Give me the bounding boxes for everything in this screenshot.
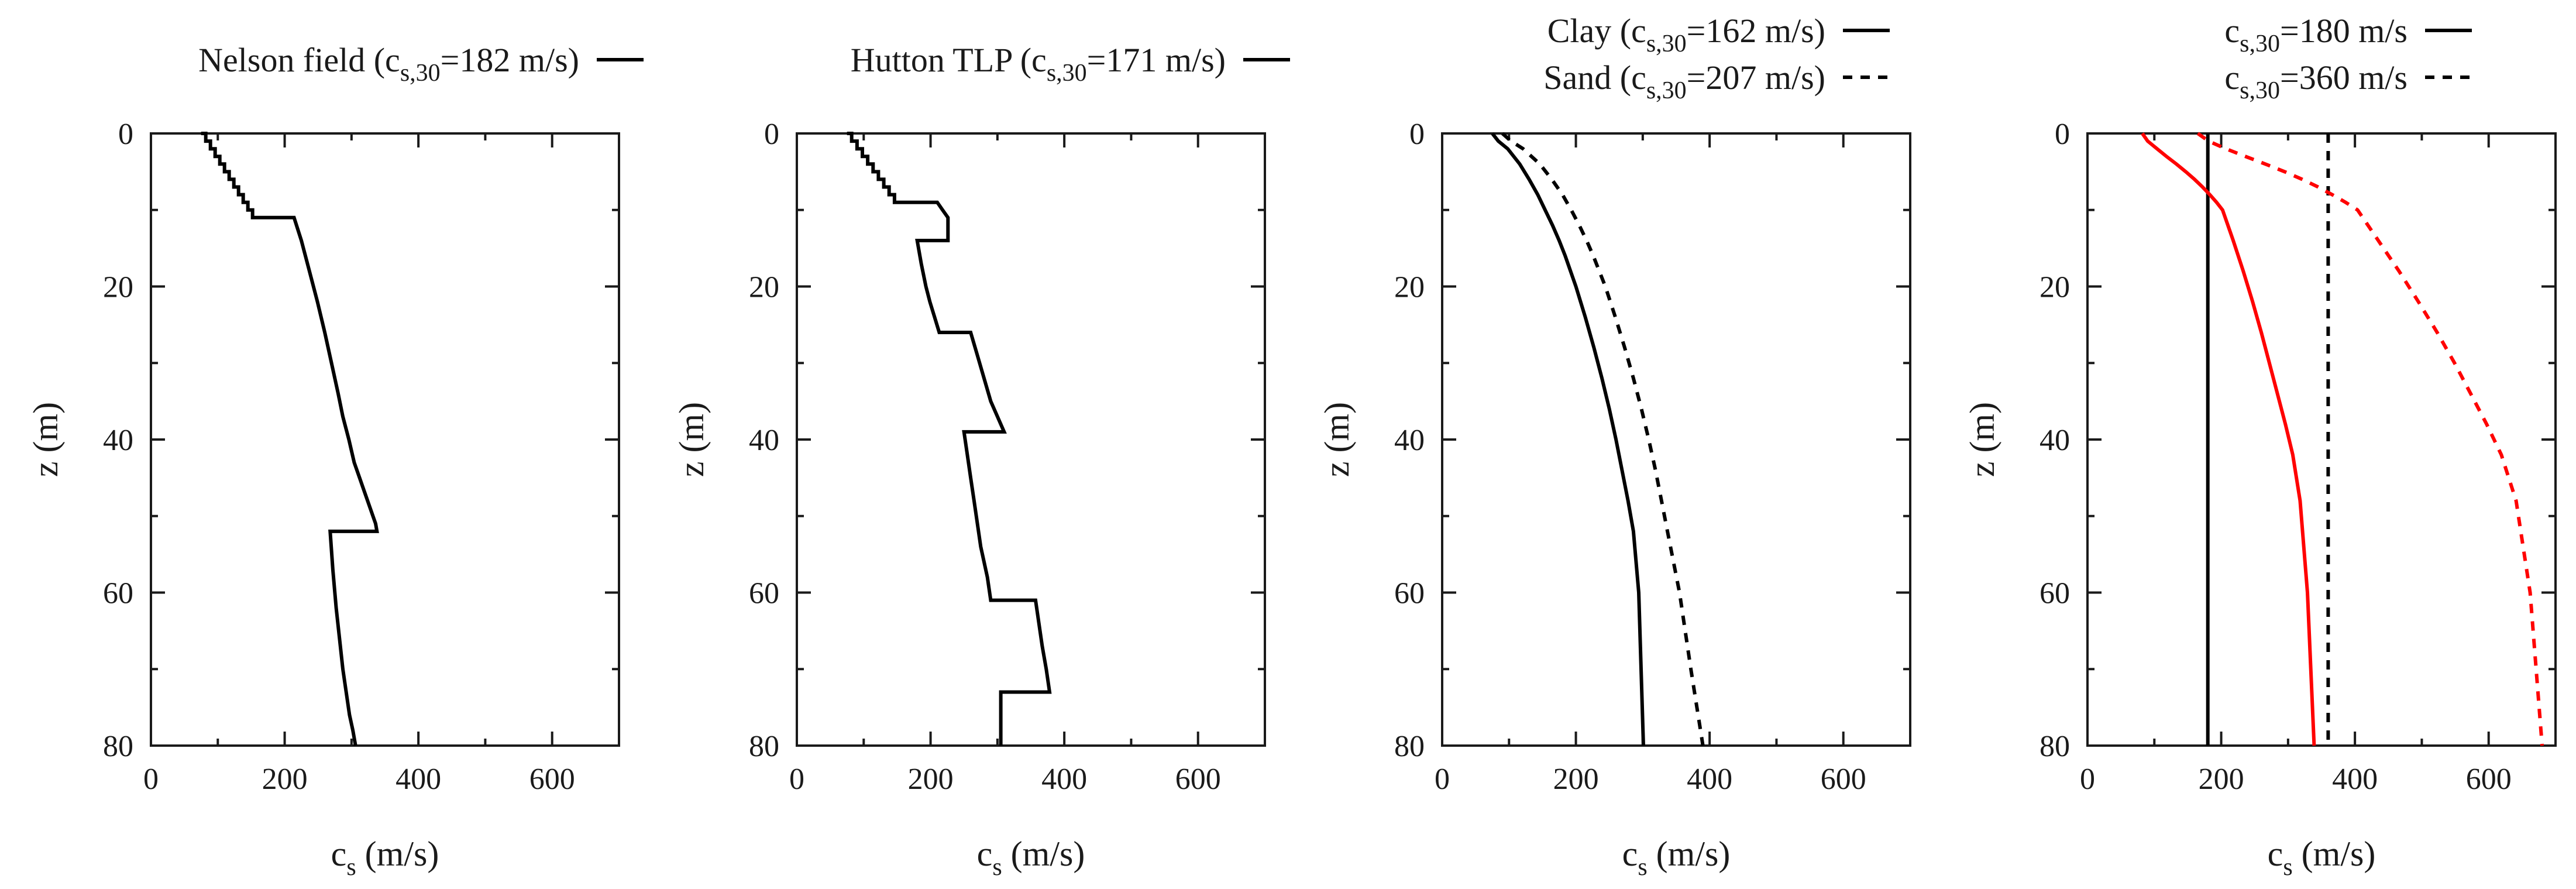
legend-label-1: Nelson field (cs,30=182 m/s) — [198, 41, 579, 87]
y-axis-label: z (m) — [672, 402, 711, 477]
y-tick-label: 60 — [1394, 577, 1425, 610]
x-tick-label: 0 — [2080, 763, 2095, 796]
y-tick-label: 60 — [749, 577, 779, 610]
y-tick-label: 20 — [103, 271, 133, 304]
x-axis-label: cs (m/s) — [331, 835, 439, 881]
y-axis-label: z (m) — [1963, 402, 2001, 477]
y-tick-label: 80 — [1394, 730, 1425, 763]
y-tick-label: 20 — [749, 271, 779, 304]
y-tick-label: 40 — [2040, 424, 2070, 457]
legend-label-1: Hutton TLP (cs,30=171 m/s) — [851, 41, 1226, 87]
x-tick-label: 0 — [789, 763, 804, 796]
y-tick-label: 80 — [749, 730, 779, 763]
x-tick-label: 600 — [2466, 763, 2512, 796]
series-line-1 — [201, 132, 379, 746]
y-tick-label: 0 — [118, 118, 133, 151]
x-tick-label: 0 — [1435, 763, 1450, 796]
series-line-2 — [1501, 132, 1705, 746]
y-tick-label: 0 — [2055, 118, 2070, 151]
series-line-4 — [2196, 132, 2544, 746]
y-tick-label: 20 — [2040, 271, 2070, 304]
y-tick-label: 60 — [103, 577, 133, 610]
x-axis-label: cs (m/s) — [2268, 835, 2376, 881]
x-tick-label: 600 — [1175, 763, 1221, 796]
x-tick-label: 200 — [262, 763, 308, 796]
series-line-1 — [847, 132, 1052, 746]
y-axis-label: z (m) — [26, 402, 65, 477]
y-axis-label: z (m) — [1318, 402, 1356, 477]
chart-panel-1: 0 200 400 600 0 20 40 60 80 cs (m/s) z (m) Nelson f… — [26, 41, 644, 881]
x-axis-label: cs (m/s) — [1622, 835, 1731, 881]
x-tick-label: 400 — [1041, 763, 1087, 796]
legend-label-2: Sand (cs,30=207 m/s) — [1543, 59, 1825, 104]
legend-label-1: Clay (cs,30=162 m/s) — [1547, 12, 1825, 57]
y-tick-label: 40 — [1394, 424, 1425, 457]
x-tick-label: 200 — [908, 763, 954, 796]
y-tick-label: 40 — [749, 424, 779, 457]
plot-frame — [796, 132, 1266, 747]
y-tick-label: 40 — [103, 424, 133, 457]
plot-frame — [2086, 132, 2557, 747]
series-line-3 — [2141, 132, 2316, 746]
x-tick-label: 200 — [2199, 763, 2244, 796]
x-tick-label: 400 — [2332, 763, 2378, 796]
legend-label-1: cs,30=180 m/s — [2224, 12, 2408, 57]
y-tick-label: 20 — [1394, 271, 1425, 304]
plot-frame — [1441, 132, 1911, 747]
y-tick-label: 60 — [2040, 577, 2070, 610]
series-line-1 — [1491, 132, 1645, 746]
chart-panel-2: 0 200 400 600 0 20 40 60 80 cs (m/s) z (m) Hutton T… — [672, 41, 1290, 881]
x-tick-label: 200 — [1553, 763, 1599, 796]
chart-panel-3: 0 200 400 600 0 20 40 60 80 cs (m/s) z (m) Clay (cs… — [1318, 12, 1911, 881]
y-tick-label: 0 — [764, 118, 779, 151]
x-tick-label: 600 — [529, 763, 575, 796]
legend-label-2: cs,30=360 m/s — [2224, 59, 2408, 104]
plot-frame — [150, 132, 620, 747]
chart-panel-4: 0 200 400 600 0 20 40 60 80 cs (m/s) z (m) cs,30=18… — [1963, 12, 2557, 881]
y-tick-label: 80 — [103, 730, 133, 763]
x-tick-label: 400 — [395, 763, 441, 796]
x-tick-label: 400 — [1687, 763, 1732, 796]
x-tick-label: 600 — [1821, 763, 1866, 796]
x-tick-label: 0 — [143, 763, 159, 796]
y-tick-label: 0 — [1409, 118, 1425, 151]
y-tick-label: 80 — [2040, 730, 2070, 763]
x-axis-label: cs (m/s) — [977, 835, 1085, 881]
